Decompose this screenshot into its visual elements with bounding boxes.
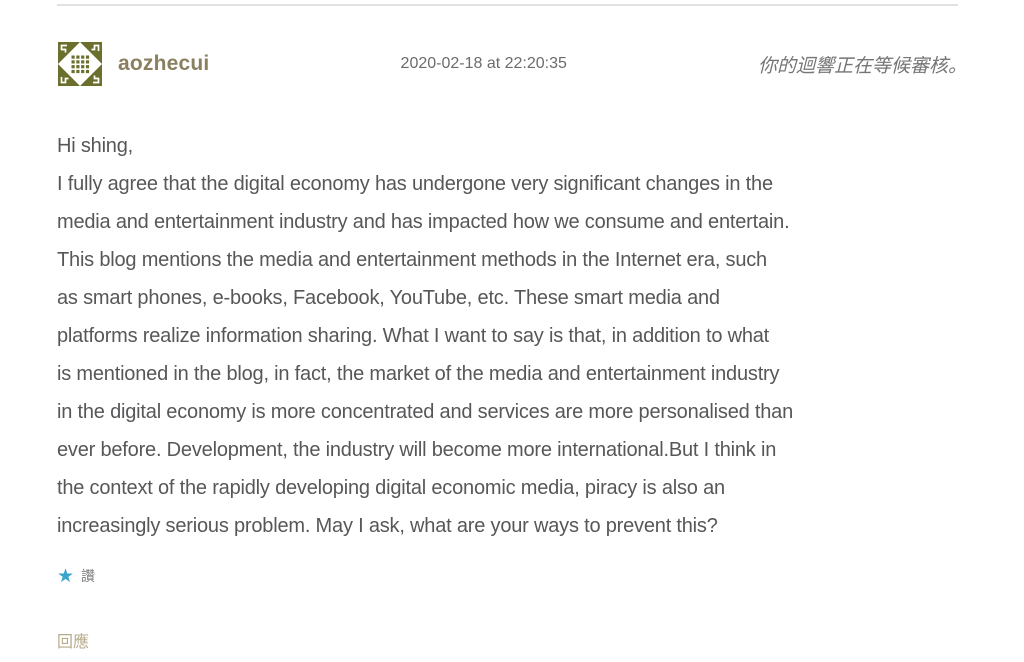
star-icon: ★ xyxy=(57,565,75,587)
comment-body: Hi shing, I fully agree that the digital… xyxy=(57,135,794,537)
top-divider xyxy=(57,4,958,6)
like-button[interactable]: ★ 讚 xyxy=(57,566,95,586)
author-block: aozhecui xyxy=(57,41,209,87)
moderation-notice: 你的迴響正在等候審核。 xyxy=(757,55,967,77)
comment-header: aozhecui 2020-02-18 at 22:20:35 你的迴響正在等候… xyxy=(57,41,967,87)
reply-row: 回應 xyxy=(57,628,967,652)
comment-timestamp-link[interactable]: 2020-02-18 at 22:20:35 xyxy=(400,55,567,72)
comment-author-link[interactable]: aozhecui xyxy=(118,52,210,75)
reply-link[interactable]: 回應 xyxy=(57,634,90,651)
like-label: 讚 xyxy=(81,568,96,584)
avatar-identicon xyxy=(57,41,103,87)
